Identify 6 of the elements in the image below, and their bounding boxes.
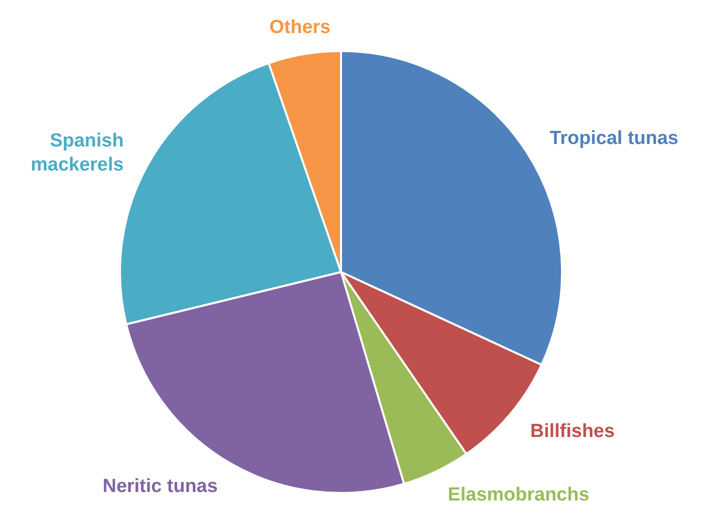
slice-label: Tropical tunas (550, 128, 678, 149)
slice-label: Neritic tunas (102, 476, 218, 497)
slice-label: Spanish mackerels (30, 130, 124, 176)
slice-label: Others (269, 17, 331, 38)
slice-label: Elasmobranchs (448, 484, 590, 506)
slice-label: Billfishes (530, 420, 615, 442)
